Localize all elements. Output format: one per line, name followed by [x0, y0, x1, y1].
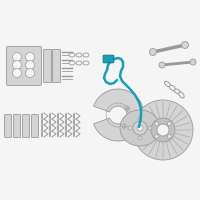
- Ellipse shape: [169, 85, 176, 91]
- Circle shape: [190, 59, 196, 65]
- Circle shape: [168, 135, 171, 138]
- Circle shape: [12, 68, 22, 77]
- FancyBboxPatch shape: [44, 49, 52, 82]
- Polygon shape: [94, 89, 144, 141]
- Circle shape: [150, 48, 156, 55]
- FancyBboxPatch shape: [14, 115, 20, 137]
- Circle shape: [137, 125, 143, 131]
- Circle shape: [151, 118, 175, 142]
- Circle shape: [26, 52, 35, 62]
- Circle shape: [26, 60, 35, 70]
- Ellipse shape: [76, 53, 82, 57]
- Circle shape: [12, 60, 22, 70]
- Ellipse shape: [120, 110, 160, 146]
- Circle shape: [157, 124, 169, 136]
- Circle shape: [128, 126, 132, 130]
- Ellipse shape: [83, 53, 89, 57]
- FancyBboxPatch shape: [23, 115, 29, 137]
- Ellipse shape: [76, 61, 82, 65]
- Circle shape: [133, 121, 147, 135]
- Ellipse shape: [179, 92, 184, 98]
- FancyBboxPatch shape: [6, 46, 42, 86]
- Circle shape: [138, 116, 142, 120]
- Ellipse shape: [174, 89, 181, 94]
- Circle shape: [122, 124, 126, 128]
- Circle shape: [12, 52, 22, 62]
- Ellipse shape: [69, 61, 75, 65]
- FancyBboxPatch shape: [103, 55, 114, 63]
- Ellipse shape: [69, 53, 75, 57]
- Ellipse shape: [83, 61, 89, 65]
- FancyBboxPatch shape: [32, 115, 38, 137]
- Circle shape: [182, 42, 188, 48]
- Ellipse shape: [164, 81, 171, 87]
- Circle shape: [155, 122, 158, 125]
- Circle shape: [133, 100, 193, 160]
- Circle shape: [26, 68, 35, 77]
- Circle shape: [125, 106, 129, 110]
- FancyBboxPatch shape: [52, 49, 60, 82]
- Circle shape: [155, 135, 158, 138]
- Circle shape: [138, 136, 142, 140]
- Circle shape: [168, 122, 171, 125]
- Circle shape: [159, 62, 165, 68]
- FancyBboxPatch shape: [5, 115, 11, 137]
- Circle shape: [148, 126, 152, 130]
